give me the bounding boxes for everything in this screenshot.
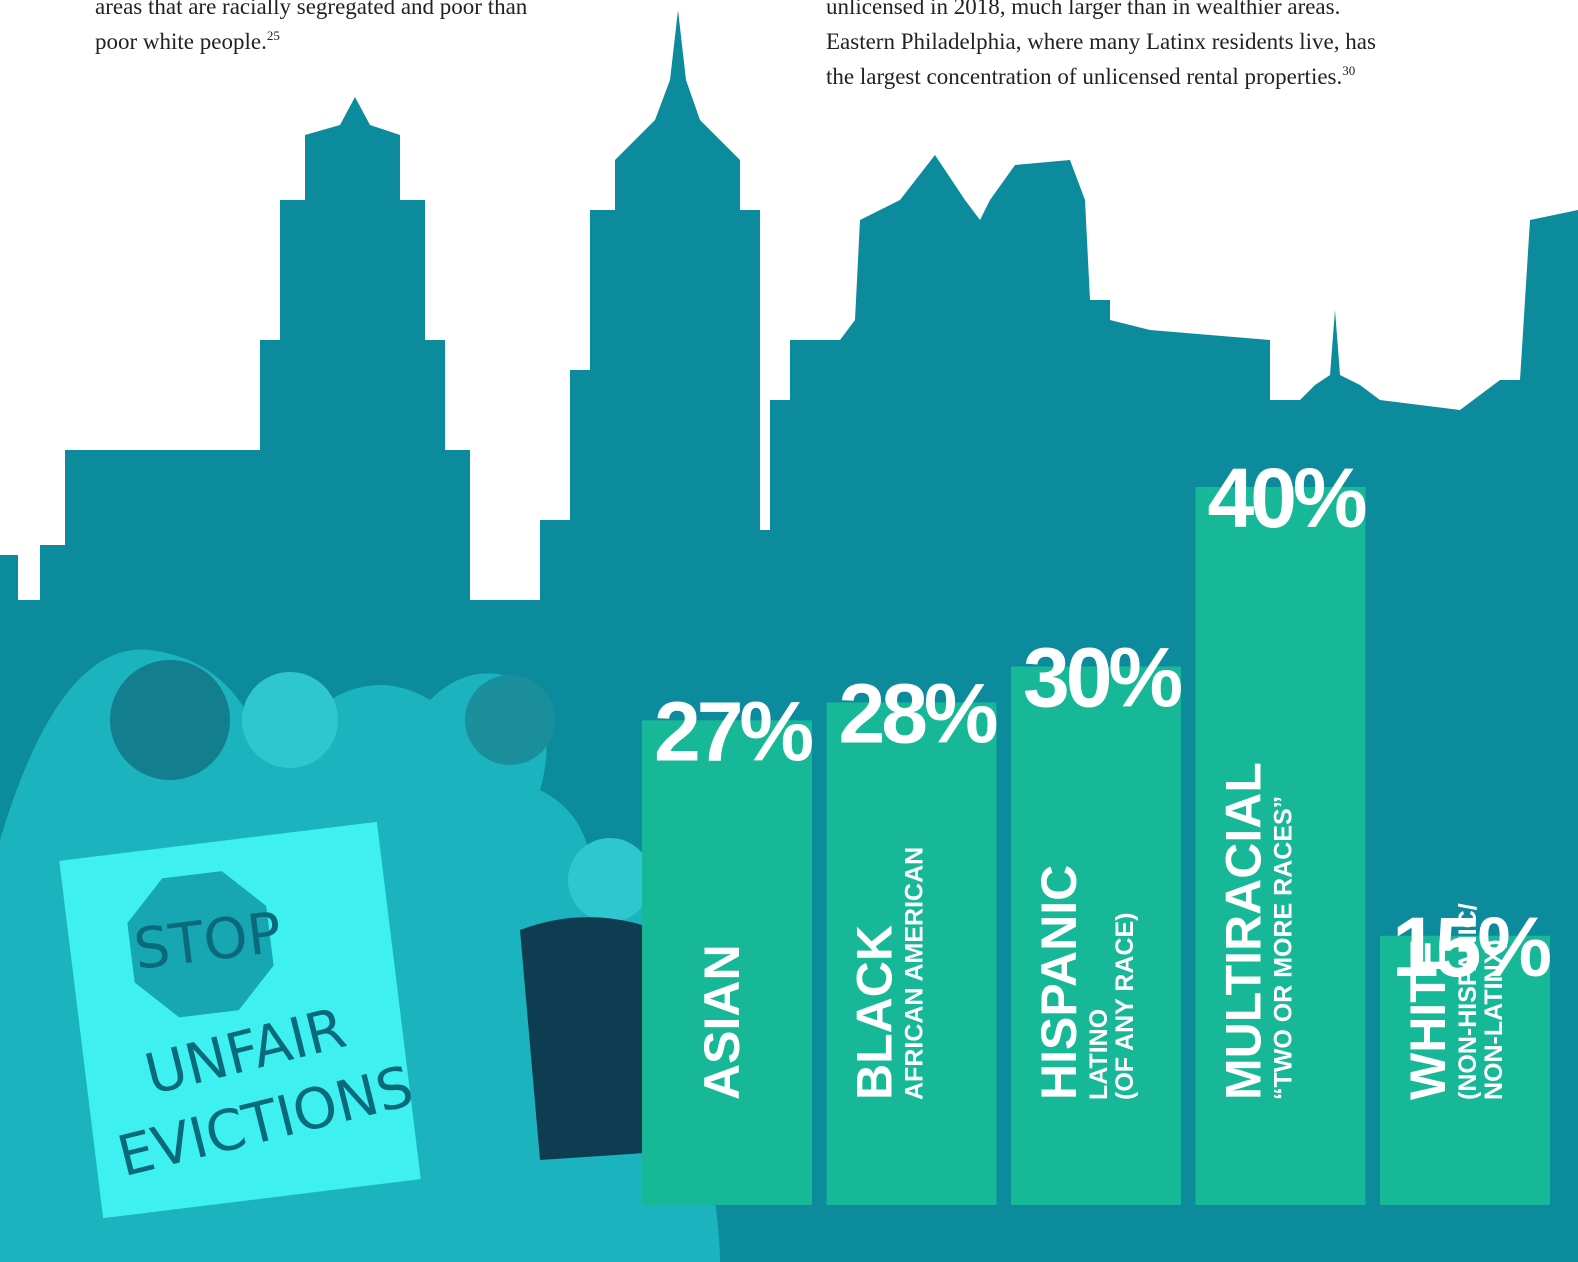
- text-line: the largest concentration of unlicensed …: [826, 63, 1355, 89]
- category-label: WHITE: [1400, 939, 1456, 1100]
- category-sublabel: (NON-HISPANIC/: [1454, 903, 1482, 1100]
- category-label: MULTIRACIAL: [1216, 762, 1272, 1100]
- category-label: BLACK: [847, 925, 903, 1100]
- value-label: 28%: [839, 666, 997, 760]
- text-line: unlicensed in 2018, much larger than in …: [826, 0, 1340, 19]
- text-line: poor white people.: [95, 29, 267, 54]
- text-line: the largest concentration of unlicensed …: [826, 64, 1342, 89]
- footnote-ref: 30: [1342, 63, 1355, 78]
- category-sublabel: “TWO OR MORE RACES”: [1270, 796, 1298, 1100]
- text-line: areas that are racially segregated and p…: [95, 0, 528, 19]
- category-label: ASIAN: [694, 944, 750, 1100]
- category-sublabel: (OF ANY RACE): [1111, 913, 1139, 1101]
- value-label: 27%: [654, 684, 812, 778]
- value-label: 30%: [1023, 631, 1181, 725]
- page: STOP UNFAIR EVICTIONS areas that are rac…: [0, 0, 1578, 1262]
- category-label: HISPANIC: [1031, 865, 1087, 1100]
- text-line: Eastern Philadelphia, where many Latinx …: [826, 29, 1376, 54]
- value-label: 40%: [1208, 451, 1366, 545]
- category-sublabel: AFRICAN AMERICAN: [901, 847, 929, 1100]
- category-sublabel: LATINO: [1085, 1009, 1113, 1100]
- footnote-ref: 25: [267, 28, 280, 43]
- text-line: poor white people.25: [95, 28, 280, 54]
- category-sublabel: NON-LATINX): [1480, 939, 1508, 1100]
- infographic: STOP UNFAIR EVICTIONS areas that are rac…: [0, 0, 1578, 1262]
